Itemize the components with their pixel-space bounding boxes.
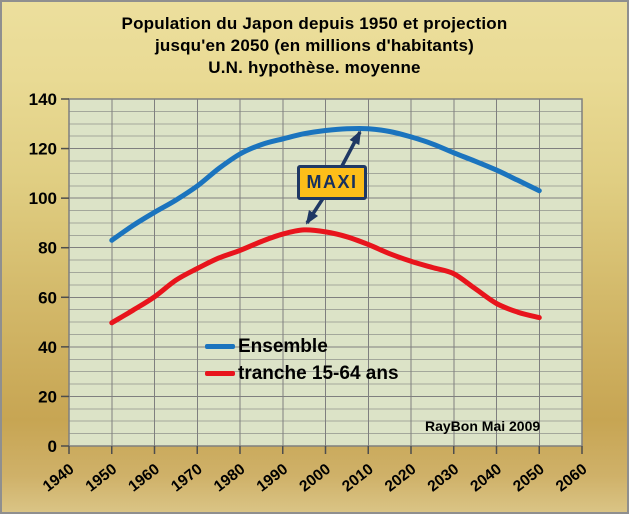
y-tick-label: 60 [38, 288, 57, 307]
x-tick-label: 1940 [40, 461, 78, 496]
x-tick-label: 2060 [553, 461, 591, 496]
y-tick-label: 100 [29, 189, 57, 208]
x-tick-label: 1980 [211, 461, 249, 496]
x-tick-label: 2030 [425, 461, 463, 496]
ensemble-line-swatch [205, 344, 235, 349]
y-tick-label: 20 [38, 387, 57, 406]
x-tick-label: 1970 [168, 461, 206, 496]
tranche-15-64-line [109, 227, 542, 326]
x-tick-label: 1990 [254, 461, 292, 496]
credit-text: RayBon Mai 2009 [425, 418, 541, 434]
y-tick-label: 140 [29, 90, 57, 109]
x-tick-label: 2050 [510, 461, 548, 496]
y-tick-label: 120 [29, 140, 57, 159]
legend-item-ensemble: Ensemble [205, 333, 399, 360]
x-tick-label: 2020 [382, 461, 420, 496]
legend-item-tranche: tranche 15-64 ans [205, 360, 399, 387]
x-tick-label: 2040 [467, 461, 505, 496]
legend-label-ensemble: Ensemble [238, 335, 328, 357]
chart-title-line1: Population du Japon depuis 1950 et proje… [121, 14, 508, 33]
x-tick-label: 2010 [339, 461, 377, 496]
y-tick-label: 40 [38, 338, 57, 357]
y-tick-label: 0 [48, 437, 57, 456]
y-tick-label: 80 [38, 239, 57, 258]
chart-title: Population du Japon depuis 1950 et proje… [2, 13, 627, 79]
chart-title-line2: jusqu'en 2050 (en millions d'habitants) [154, 36, 475, 55]
chart-legend: Ensemble tranche 15-64 ans [205, 333, 399, 387]
x-tick-label: 1960 [125, 461, 163, 496]
x-tick-label: 2000 [296, 461, 334, 496]
chart-title-line3: U.N. hypothèse. moyenne [208, 58, 421, 77]
ensemble-line [109, 125, 542, 243]
maxi-annotation-label: MAXI [297, 165, 367, 200]
x-tick-label: 1950 [83, 461, 121, 496]
tranche-line-swatch [205, 371, 235, 376]
legend-label-tranche: tranche 15-64 ans [238, 362, 399, 384]
